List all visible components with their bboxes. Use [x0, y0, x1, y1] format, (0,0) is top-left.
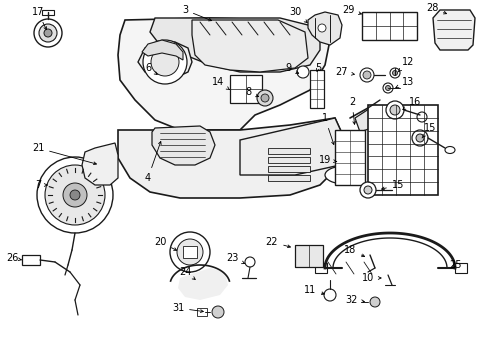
Circle shape: [142, 40, 186, 84]
Text: 16: 16: [402, 97, 420, 109]
Text: 30: 30: [288, 7, 306, 23]
Bar: [183, 246, 197, 258]
Circle shape: [70, 190, 80, 200]
Polygon shape: [178, 268, 227, 300]
Text: 25: 25: [448, 260, 460, 270]
Circle shape: [34, 19, 62, 47]
Circle shape: [369, 297, 379, 307]
Circle shape: [177, 239, 203, 265]
Polygon shape: [307, 12, 341, 45]
Polygon shape: [354, 105, 384, 132]
Circle shape: [212, 306, 224, 318]
Circle shape: [324, 289, 335, 301]
Text: 24: 24: [179, 267, 195, 279]
Circle shape: [392, 71, 397, 76]
Polygon shape: [152, 126, 215, 165]
Ellipse shape: [325, 166, 364, 184]
Circle shape: [170, 232, 209, 272]
Text: 2: 2: [348, 97, 355, 124]
Circle shape: [44, 29, 52, 37]
Text: 17: 17: [32, 7, 46, 30]
Text: 15: 15: [421, 123, 435, 138]
Polygon shape: [118, 18, 329, 130]
Text: 10: 10: [361, 273, 380, 283]
Polygon shape: [192, 20, 307, 72]
Text: 4: 4: [144, 141, 161, 183]
Bar: [454, 263, 466, 273]
Text: 8: 8: [244, 87, 258, 97]
Circle shape: [415, 134, 423, 142]
Circle shape: [389, 68, 399, 78]
Text: 5: 5: [314, 63, 321, 73]
Polygon shape: [267, 166, 309, 172]
Text: 21: 21: [32, 143, 96, 165]
Text: 26: 26: [6, 253, 21, 263]
Bar: [361, 12, 416, 40]
Text: 31: 31: [171, 303, 203, 313]
Polygon shape: [240, 118, 345, 175]
Circle shape: [362, 71, 370, 79]
Bar: [229, 75, 262, 103]
Circle shape: [359, 182, 375, 198]
Bar: [294, 245, 323, 267]
Text: 7: 7: [35, 180, 47, 190]
Ellipse shape: [444, 147, 454, 153]
Text: 27: 27: [335, 67, 354, 77]
Circle shape: [385, 86, 390, 90]
Bar: [314, 263, 326, 273]
Text: 20: 20: [154, 237, 176, 250]
Circle shape: [359, 68, 373, 82]
Text: 19: 19: [318, 155, 336, 165]
Circle shape: [382, 83, 392, 93]
Polygon shape: [138, 42, 192, 78]
Bar: [197, 308, 206, 316]
Text: 6: 6: [144, 63, 157, 75]
Circle shape: [416, 112, 426, 122]
Bar: [309, 70, 324, 108]
Text: 1: 1: [321, 113, 334, 144]
Circle shape: [257, 90, 272, 106]
Circle shape: [296, 66, 308, 78]
Circle shape: [385, 101, 403, 119]
Polygon shape: [150, 18, 319, 72]
Polygon shape: [267, 175, 309, 181]
Circle shape: [317, 24, 325, 32]
Bar: [334, 130, 364, 185]
Text: 9: 9: [285, 63, 298, 73]
Text: 29: 29: [341, 5, 361, 15]
Circle shape: [39, 24, 57, 42]
Text: 23: 23: [225, 253, 244, 264]
Circle shape: [389, 105, 399, 115]
Text: 14: 14: [211, 77, 229, 90]
Polygon shape: [142, 40, 183, 60]
Text: 18: 18: [343, 245, 364, 257]
Text: 15: 15: [381, 180, 404, 190]
Text: 28: 28: [425, 3, 446, 14]
Polygon shape: [118, 118, 345, 198]
Circle shape: [37, 157, 113, 233]
Text: 3: 3: [182, 5, 211, 21]
Polygon shape: [432, 10, 474, 50]
Circle shape: [244, 257, 254, 267]
Polygon shape: [82, 143, 118, 185]
Text: 13: 13: [395, 77, 413, 88]
Bar: [367, 105, 437, 195]
Text: 32: 32: [345, 295, 364, 305]
Bar: [42, 10, 54, 15]
Text: 22: 22: [265, 237, 290, 248]
Circle shape: [411, 130, 427, 146]
Circle shape: [151, 48, 179, 76]
Circle shape: [261, 94, 268, 102]
Text: 11: 11: [303, 285, 324, 295]
Circle shape: [45, 165, 105, 225]
Circle shape: [363, 186, 371, 194]
Bar: [22, 255, 40, 265]
Polygon shape: [267, 157, 309, 163]
Text: 12: 12: [397, 57, 413, 72]
Circle shape: [63, 183, 87, 207]
Polygon shape: [267, 148, 309, 154]
